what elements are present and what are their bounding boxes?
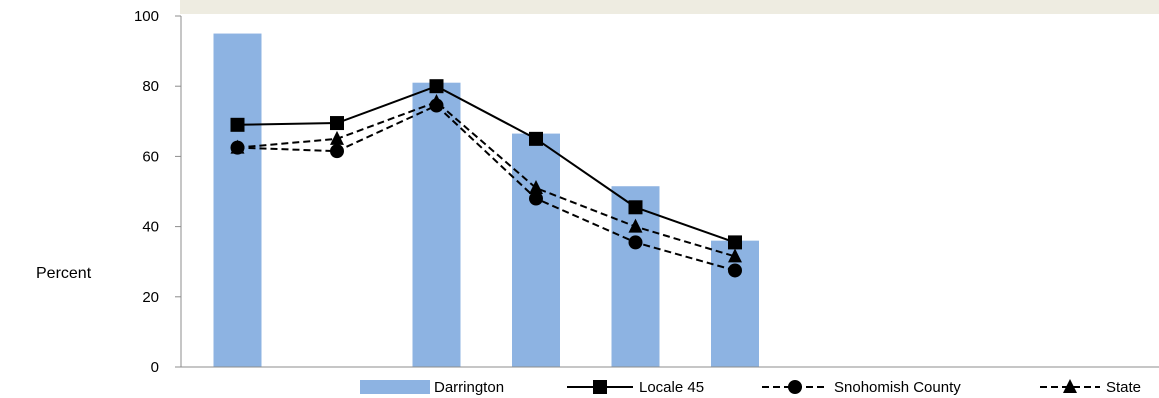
marker-circle <box>728 263 742 278</box>
y-axis-label: Percent <box>36 265 92 282</box>
marker-triangle <box>429 93 444 108</box>
marker-triangle <box>628 218 643 233</box>
banner-strip <box>180 0 1159 14</box>
y-tick-label: 20 <box>142 289 159 306</box>
marker-triangle <box>1063 379 1077 393</box>
legend-label: Darrington <box>434 379 504 396</box>
marker-triangle <box>230 139 245 154</box>
axes-layer: 0 20 40 60 80 100 <box>134 8 1159 376</box>
y-tick-label: 40 <box>142 219 159 236</box>
marker-square <box>728 235 742 250</box>
marker-square <box>429 79 444 94</box>
marker-circle <box>330 144 344 159</box>
y-tick-label: 0 <box>151 359 159 376</box>
legend-label: Locale 45 <box>639 379 704 396</box>
series-line <box>237 85 736 244</box>
marker-square <box>593 380 607 394</box>
bar <box>611 186 660 367</box>
lines-layer <box>230 79 742 278</box>
marker-triangle <box>330 130 344 145</box>
series-line <box>237 104 736 272</box>
y-tick-label: 100 <box>134 8 159 25</box>
y-tick-label: 80 <box>142 78 159 95</box>
legend: Darrington Locale 45 Snohomish County State <box>360 379 1141 396</box>
marker-triangle <box>728 248 742 263</box>
bars-layer <box>213 33 759 368</box>
series-line <box>237 100 736 258</box>
bar <box>412 82 461 367</box>
marker-circle <box>628 235 643 250</box>
marker-square <box>230 117 245 132</box>
marker-square <box>529 131 543 146</box>
marker-circle <box>529 191 543 206</box>
marker-triangle <box>529 179 543 194</box>
marker-circle <box>788 380 802 394</box>
y-tick-label: 60 <box>142 148 159 165</box>
marker-square <box>628 200 643 215</box>
legend-item: Locale 45 <box>567 379 704 396</box>
legend-item: Darrington <box>360 379 504 396</box>
marker-square <box>330 116 344 131</box>
legend-label: State <box>1106 379 1141 396</box>
bar <box>213 33 262 368</box>
legend-swatch <box>360 380 430 394</box>
legend-item: State <box>1040 379 1141 396</box>
bar <box>512 133 560 367</box>
legend-item: Snohomish County <box>762 379 961 396</box>
legend-label: Snohomish County <box>834 379 961 396</box>
